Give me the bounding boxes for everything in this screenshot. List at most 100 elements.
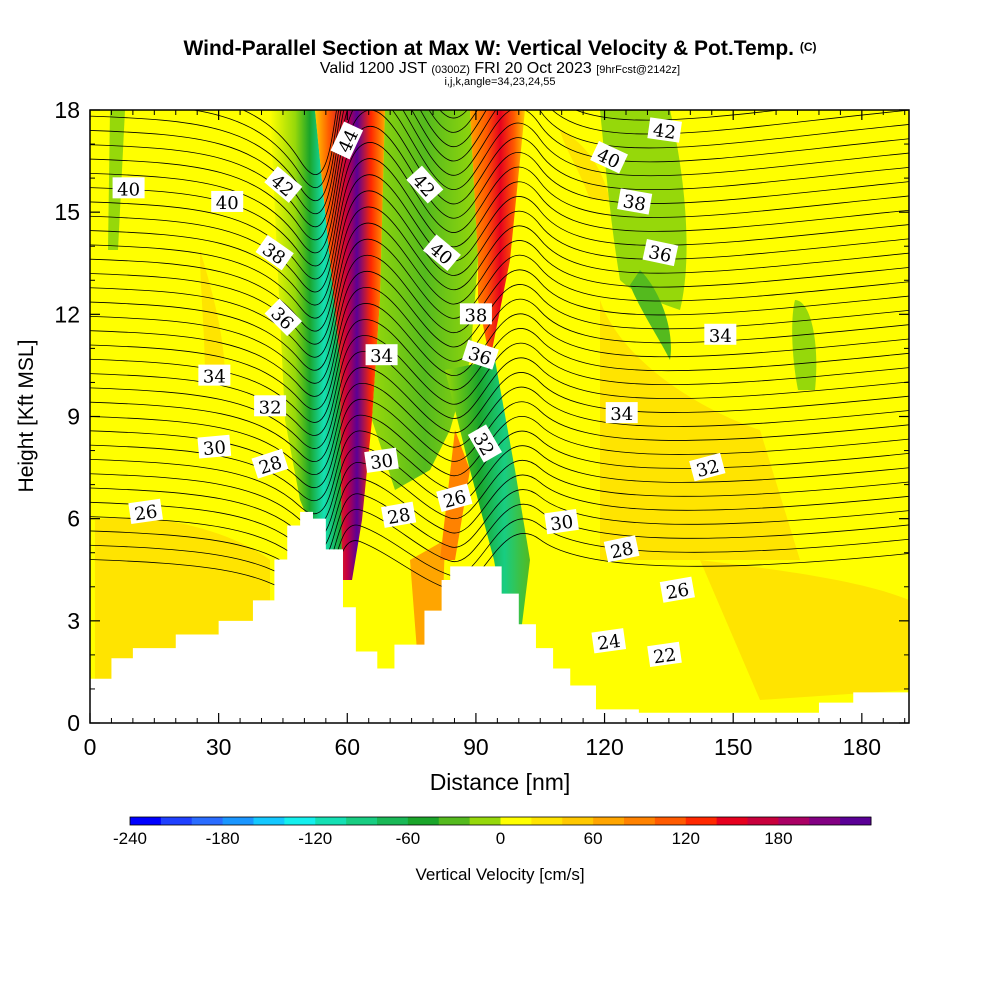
theta-label-box xyxy=(254,395,287,417)
theta-label: 30 xyxy=(544,508,579,536)
theta-contour-line xyxy=(90,351,909,449)
chart-title-text: Wind-Parallel Section at Max W: Vertical… xyxy=(183,37,794,60)
theta-label: 26 xyxy=(659,576,695,604)
theta-label-text: 40 xyxy=(216,193,239,214)
x-tick-label: 60 xyxy=(334,734,360,760)
colorbar-swatch xyxy=(809,817,841,825)
colorbar-swatch xyxy=(315,817,347,825)
colorbar-swatch xyxy=(840,817,872,825)
theta-label: 34 xyxy=(198,364,231,388)
colorbar-swatch xyxy=(407,817,440,825)
colorbar-swatch xyxy=(438,817,471,825)
theta-label-text: 28 xyxy=(386,504,412,529)
terrain xyxy=(90,511,909,723)
theta-label: 30 xyxy=(364,447,399,474)
theta-label-box xyxy=(617,188,653,215)
colorbar-swatch xyxy=(377,817,409,825)
theta-contour-line xyxy=(90,110,909,254)
colorbar-swatch xyxy=(191,817,224,825)
x-tick-label: 180 xyxy=(843,734,881,760)
colorbar-tick-label: -180 xyxy=(206,829,240,848)
theta-label-box xyxy=(211,190,244,212)
theta-label-box xyxy=(544,508,579,535)
theta-label: 44 xyxy=(330,121,364,160)
theta-label-box xyxy=(264,298,303,337)
theta-label-box xyxy=(264,166,303,203)
colorbar-tick-label: 60 xyxy=(584,829,603,848)
colorbar-swatch xyxy=(624,817,656,825)
theta-label-box xyxy=(459,303,492,325)
x-axis-label: Distance [nm] xyxy=(430,769,571,795)
x-tick-label: 0 xyxy=(84,734,97,760)
theta-label: 34 xyxy=(704,323,737,347)
theta-label: 24 xyxy=(591,628,627,655)
updraft-streak-1 xyxy=(200,250,225,380)
theta-label-box xyxy=(642,238,679,267)
theta-label-box xyxy=(436,483,473,513)
colorbar-swatch xyxy=(284,817,316,825)
theta-label-box xyxy=(128,498,163,524)
colorbar-swatch xyxy=(130,817,162,825)
theta-label-text: 32 xyxy=(259,397,282,418)
theta-contour-line xyxy=(90,110,909,241)
y-tick-label: 3 xyxy=(67,608,80,634)
y-tick-label: 6 xyxy=(67,506,80,532)
colorbar-tick-label: -240 xyxy=(113,829,147,848)
theta-contour-line xyxy=(90,459,909,541)
theta-label-text: 36 xyxy=(647,242,674,267)
y-tick-label: 12 xyxy=(54,301,80,327)
theta-contour-line xyxy=(90,303,909,410)
colorbar-tick-label: 180 xyxy=(764,829,792,848)
y-axis-label: Height [Kft MSL] xyxy=(15,340,38,493)
theta-contour-line xyxy=(90,414,909,502)
chart-title: Wind-Parallel Section at Max W: Vertical… xyxy=(0,37,1000,61)
theta-label-box xyxy=(647,641,682,668)
downdraft-band-east xyxy=(445,360,530,640)
colorbar-swatch xyxy=(562,817,594,825)
subtitle-utc: (0300Z) xyxy=(431,64,470,76)
colorbar-swatch xyxy=(500,817,532,825)
weak-updraft-east xyxy=(600,300,800,560)
theta-label-box xyxy=(198,364,231,386)
theta-label-text: 34 xyxy=(709,326,732,347)
colorbar-swatch xyxy=(531,817,563,825)
subtitle-valid: Valid 1200 JST xyxy=(319,60,427,77)
theta-label-text: 30 xyxy=(202,437,227,460)
colorbar-label: Vertical Velocity [cm/s] xyxy=(415,865,584,884)
chart-subtitle: Valid 1200 JST (0300Z) FRI 20 Oct 2023 [… xyxy=(0,60,1000,78)
theta-label-box xyxy=(251,448,289,479)
colorbar-swatch xyxy=(685,817,718,825)
theta-label-box xyxy=(330,121,364,160)
theta-label-text: 34 xyxy=(370,346,393,367)
theta-contour-line xyxy=(90,254,909,371)
colorbar-swatch xyxy=(654,817,687,825)
updraft-streak-2 xyxy=(560,130,610,200)
theta-label: 26 xyxy=(128,498,163,525)
theta-contour-line xyxy=(90,174,909,306)
theta-label-box xyxy=(605,402,638,424)
subtitle-date: FRI 20 Oct 2023 xyxy=(474,60,592,77)
theta-label-box xyxy=(364,447,399,473)
x-axis: 0 30 60 90 120 150 180 xyxy=(84,110,906,760)
colorbar-swatch xyxy=(160,817,193,825)
theta-label: 36 xyxy=(642,238,679,267)
y-tick-label: 0 xyxy=(67,710,80,736)
theta-label: 40 xyxy=(112,177,145,200)
theta-label-text: 40 xyxy=(117,179,140,200)
theta-label-box xyxy=(461,339,499,370)
x-tick-label: 30 xyxy=(206,734,232,760)
theta-label-text: 22 xyxy=(652,644,678,668)
theta-contour-line xyxy=(90,206,909,332)
grid-indices: i,j,k,angle=34,23,24,55 xyxy=(444,76,556,88)
theta-contour-line xyxy=(90,190,909,319)
colorbar-swatch xyxy=(778,817,810,825)
theta-label-box xyxy=(647,117,682,143)
weak-updraft-lowlevel xyxy=(700,560,909,700)
theta-contour-line xyxy=(90,489,909,567)
theta-contour-line xyxy=(90,270,909,384)
theta-label-box xyxy=(422,234,461,271)
theta-label: 28 xyxy=(603,535,640,563)
y-tick-label: 15 xyxy=(54,199,80,225)
